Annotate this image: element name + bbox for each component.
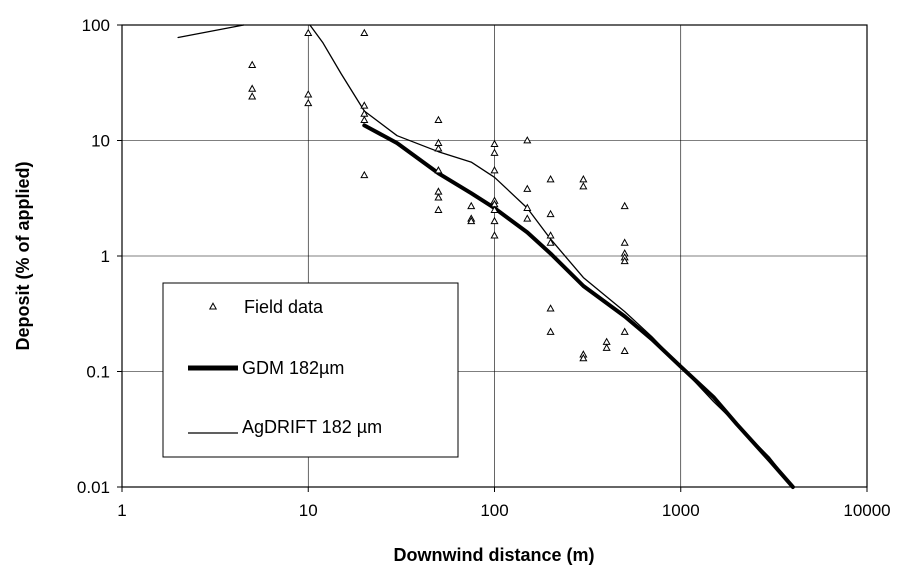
field-data-point (546, 209, 555, 218)
field-data-markers (248, 28, 629, 362)
field-data-point (523, 203, 532, 211)
field-data-point (579, 175, 588, 183)
field-data-point (620, 238, 629, 246)
field-data-point (579, 353, 588, 362)
y-tick-label: 10 (91, 132, 110, 151)
y-tick-label: 0.01 (77, 478, 110, 497)
field-data-point (304, 90, 313, 98)
y-tick-label: 100 (82, 16, 110, 35)
field-data-point (546, 304, 555, 312)
field-data-point (434, 144, 443, 152)
field-data-point (434, 115, 443, 124)
field-data-point (602, 343, 611, 351)
field-data-point (546, 231, 555, 239)
field-data-point (490, 231, 499, 239)
x-tick-label: 1000 (662, 501, 700, 520)
field-data-point (360, 28, 369, 37)
x-tick-label: 100 (480, 501, 508, 520)
field-data-point (360, 115, 369, 124)
field-data-point (248, 60, 257, 68)
field-data-point (490, 139, 499, 148)
field-data-point (248, 92, 257, 100)
field-data-point (620, 346, 629, 355)
series-lines (177, 24, 795, 489)
field-data-point (490, 205, 499, 213)
y-tick-label: 1 (101, 247, 110, 266)
field-data-point (467, 216, 476, 225)
legend-field-data-marker (208, 302, 218, 310)
gdm-182-m-line (362, 123, 795, 489)
x-axis-ticks: 1 10 100 1000 10000 (117, 487, 891, 520)
field-data-point (248, 84, 257, 92)
field-data-point (434, 166, 443, 174)
x-tick-label: 10000 (843, 501, 890, 520)
field-data-point (304, 28, 313, 37)
legend-gdm-label: GDM 182µm (242, 358, 344, 378)
field-data-point (490, 216, 499, 225)
field-data-point (523, 214, 532, 222)
field-data-point (620, 256, 629, 265)
field-data-point (360, 101, 369, 109)
field-data-point (523, 184, 532, 192)
x-tick-label: 10 (299, 501, 318, 520)
field-data-point (360, 170, 369, 179)
legend: Field data GDM 182µm AgDRIFT 182 µm (162, 282, 459, 458)
field-data-point (434, 193, 443, 201)
field-data-point (304, 98, 313, 107)
field-data-point (490, 166, 499, 174)
y-axis-title: Deposit (% of applied) (13, 161, 33, 350)
x-tick-label: 1 (117, 501, 126, 520)
field-data-point (467, 201, 476, 210)
field-data-point (490, 148, 499, 156)
y-tick-label: 0.1 (86, 363, 110, 382)
legend-agdrift-label: AgDRIFT 182 µm (242, 417, 382, 437)
field-data-point (434, 205, 443, 213)
field-data-point (523, 136, 532, 144)
field-data-point (620, 201, 629, 210)
field-data-point (620, 327, 629, 335)
x-axis-title: Downwind distance (m) (393, 545, 594, 565)
plot-frame (121, 24, 868, 488)
field-data-point (546, 238, 555, 246)
agdrift-182-m-line (177, 24, 794, 488)
field-data-point (579, 182, 588, 190)
legend-field-data-label: Field data (244, 297, 324, 317)
y-axis-ticks: 0.01 0.1 1 10 100 (77, 16, 122, 497)
field-data-point (546, 327, 555, 335)
field-data-point (546, 175, 555, 183)
